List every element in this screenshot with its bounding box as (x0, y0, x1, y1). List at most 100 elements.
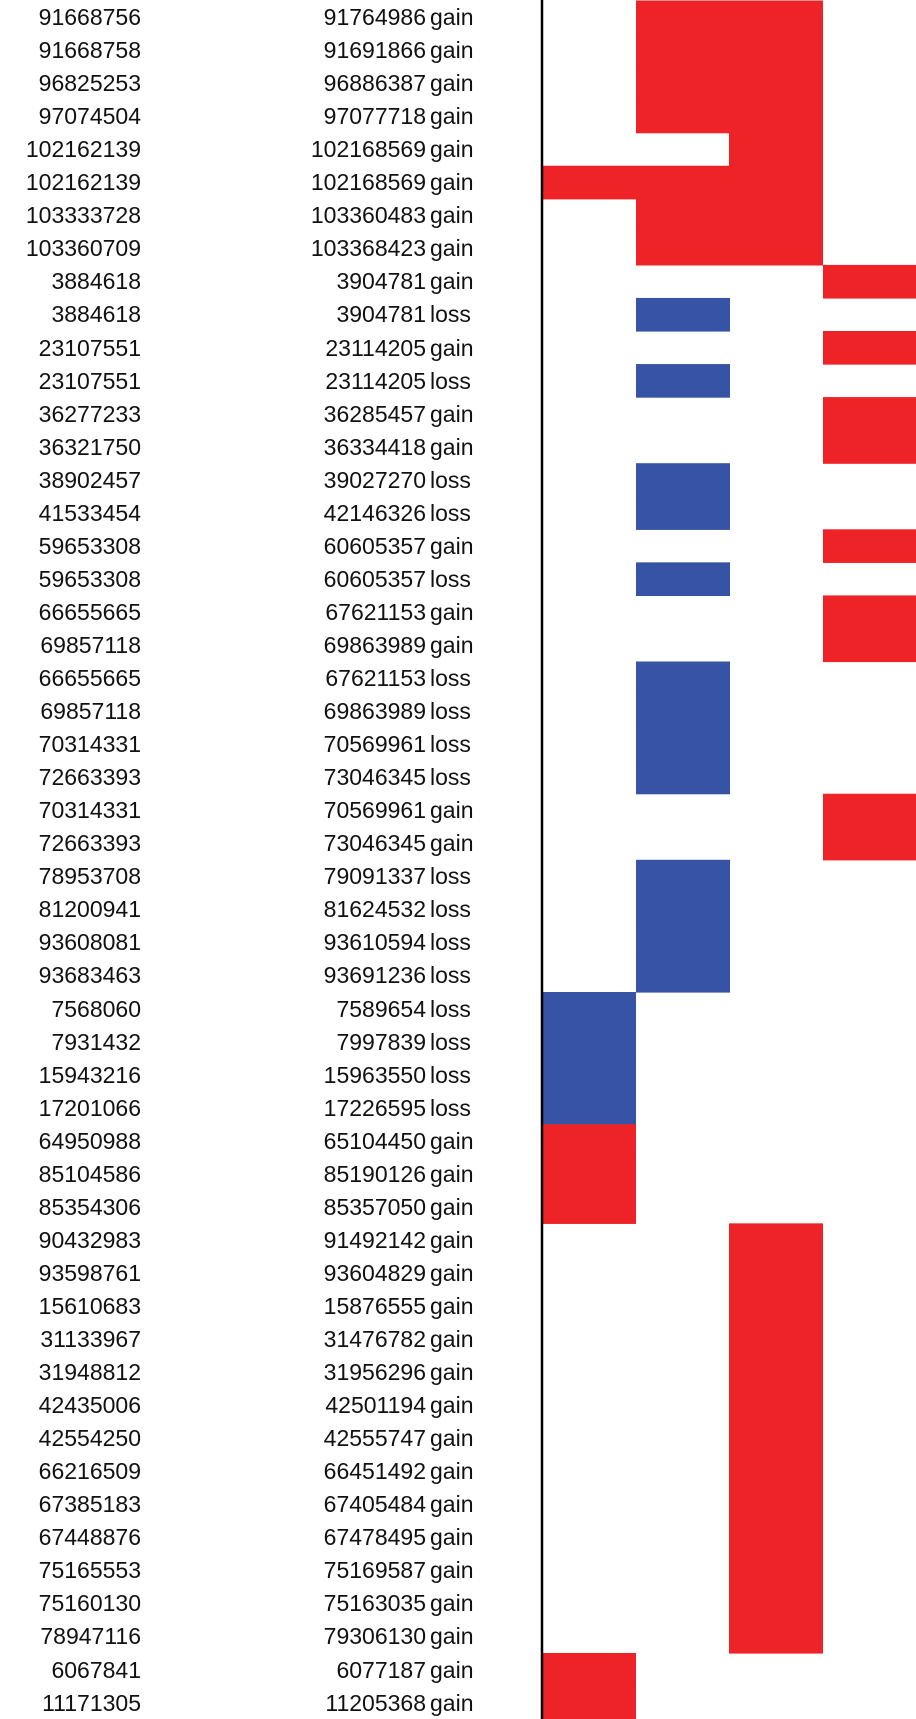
heatmap-cell-gain (542, 1157, 636, 1191)
heatmap-cell-gain (729, 1289, 823, 1324)
row-type: gain (430, 1656, 474, 1683)
row-end: 69863989 (323, 698, 426, 725)
row-start: 97074504 (38, 103, 141, 130)
row-type: gain (430, 400, 474, 427)
heatmap-cell-gain (823, 793, 916, 828)
row-start: 70314331 (38, 797, 141, 824)
row-type: gain (430, 37, 474, 64)
heatmap-cell-loss (636, 297, 730, 332)
row-type: loss (430, 764, 471, 791)
heatmap-cell-loss (636, 661, 730, 696)
row-end: 102168569 (310, 169, 426, 196)
row-start: 23107551 (38, 367, 141, 394)
row-start: 90432983 (38, 1226, 141, 1253)
row-start: 15943216 (38, 1061, 141, 1088)
heatmap-cell-gain (729, 99, 823, 134)
row-start: 78947116 (40, 1623, 141, 1650)
heatmap-cell-loss (636, 694, 730, 729)
row-start: 67448876 (38, 1524, 141, 1551)
row-type: gain (430, 631, 474, 658)
row-end: 11205368 (325, 1689, 426, 1716)
row-type: loss (430, 665, 471, 691)
row-start: 36321750 (38, 433, 141, 460)
row-end: 79306130 (323, 1623, 426, 1650)
row-start: 67385183 (38, 1491, 141, 1518)
row-end: 102168569 (310, 136, 426, 163)
row-type: loss (430, 499, 471, 526)
row-end: 93691236 (323, 962, 426, 989)
row-type: gain (430, 1590, 474, 1617)
row-type: gain (430, 1425, 474, 1452)
row-end: 15963550 (323, 1061, 426, 1088)
row-end: 17226595 (323, 1094, 426, 1121)
row-type: gain (430, 1491, 474, 1518)
row-start: 3884618 (51, 268, 141, 295)
row-start: 41533454 (38, 499, 141, 526)
heatmap-cell-loss (636, 364, 730, 398)
row-end: 69863989 (323, 631, 426, 658)
row-start: 81200941 (38, 896, 141, 923)
heatmap-cell-gain (729, 1454, 823, 1489)
row-type: loss (430, 962, 471, 989)
row-start: 17201066 (38, 1094, 141, 1121)
heatmap-cell-gain (729, 1355, 823, 1390)
row-start: 103360709 (25, 235, 141, 262)
row-type: gain (430, 598, 474, 625)
heatmap-cell-gain (542, 165, 636, 200)
row-end: 36334418 (323, 433, 426, 460)
row-end: 67478495 (323, 1524, 426, 1551)
heatmap-cell-loss (636, 925, 730, 960)
row-end: 85357050 (323, 1193, 426, 1220)
row-end: 70569961 (323, 731, 426, 758)
row-end: 67621153 (325, 598, 426, 625)
row-end: 60605357 (323, 532, 426, 559)
row-end: 75169587 (323, 1557, 426, 1584)
row-end: 93610594 (323, 929, 426, 956)
heatmap-cell-gain (729, 1322, 823, 1357)
heatmap-cell-gain (729, 1586, 823, 1621)
row-end: 91492142 (323, 1226, 426, 1253)
row-type: gain (430, 169, 474, 196)
heatmap-cell-gain (823, 826, 916, 861)
row-end: 15876555 (323, 1292, 426, 1319)
row-start: 103333728 (25, 202, 141, 229)
heatmap-cell-gain (729, 1487, 823, 1522)
heatmap-cell-gain (729, 1520, 823, 1555)
row-type: loss (430, 301, 471, 328)
row-start: 75165553 (38, 1557, 141, 1584)
row-type: loss (430, 565, 471, 592)
row-type: gain (430, 1458, 474, 1485)
row-type: gain (430, 268, 474, 295)
row-end: 97077718 (323, 103, 426, 130)
row-start: 6067841 (51, 1656, 141, 1683)
row-start: 102162139 (25, 136, 141, 163)
row-start: 66655665 (38, 598, 141, 625)
row-start: 69857118 (40, 698, 141, 725)
row-type: gain (430, 1160, 474, 1187)
heatmap-cell-gain (636, 33, 730, 68)
row-type: gain (430, 136, 474, 163)
heatmap-cell-gain (542, 1686, 636, 1719)
row-type: gain (430, 830, 474, 857)
row-start: 93598761 (38, 1259, 141, 1286)
row-type: loss (430, 995, 471, 1022)
row-end: 81624532 (323, 896, 426, 923)
row-start: 38902457 (38, 466, 141, 493)
row-end: 23114205 (325, 334, 426, 361)
heatmap-cell-gain (729, 132, 823, 167)
heatmap-cell-loss (636, 562, 730, 596)
heatmap-cell-loss (542, 1025, 636, 1059)
row-start: 85104586 (38, 1160, 141, 1187)
row-start: 72663393 (38, 764, 141, 791)
row-start: 93608081 (38, 929, 141, 956)
heatmap-cell-gain (636, 99, 730, 134)
heatmap-cell-gain (542, 1124, 636, 1158)
row-end: 36285457 (323, 400, 426, 427)
heatmap-cell-gain (636, 0, 730, 35)
row-start: 72663393 (38, 830, 141, 857)
row-start: 23107551 (38, 334, 141, 361)
row-end: 103368423 (310, 235, 426, 262)
row-start: 36277233 (38, 400, 141, 427)
row-end: 3904781 (336, 301, 426, 328)
